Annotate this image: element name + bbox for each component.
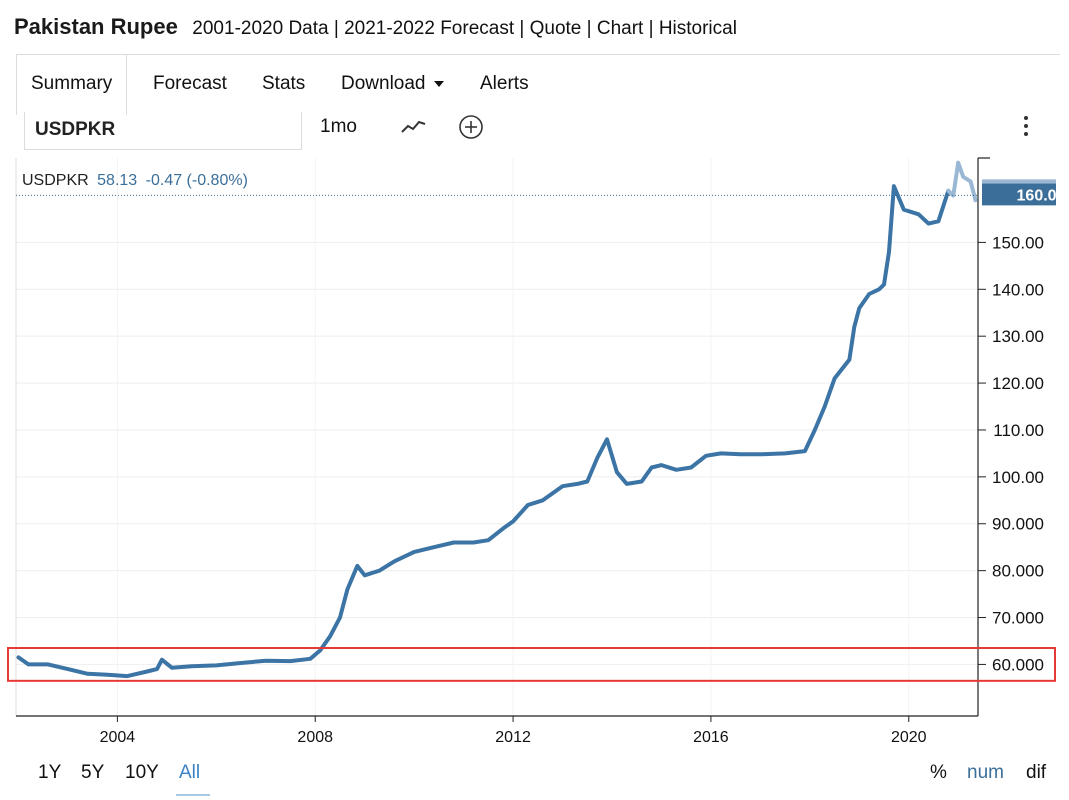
y-tick-label: 150.00: [992, 233, 1044, 252]
symbol-input[interactable]: USDPKR: [24, 112, 302, 150]
y-tick-label: 130.00: [992, 327, 1044, 346]
forecast-series-line: [946, 160, 978, 203]
price-chart: 60.000 70.000 80.000 90.000 100.00 110.00 120.…: [7, 157, 1066, 746]
plus-circle-icon[interactable]: [458, 114, 484, 145]
chart-legend: USDPKR 58.13 -0.47 (-0.80%): [22, 172, 248, 190]
legend-symbol: USDPKR: [22, 172, 89, 189]
y-tick-label: 120.00: [992, 374, 1044, 393]
chart-footer: 1Y 5Y 10Y All % num dif: [16, 748, 1060, 798]
chevron-down-icon: [433, 80, 444, 87]
line-chart-icon[interactable]: [400, 116, 428, 143]
range-all[interactable]: All: [179, 762, 201, 783]
tab-summary[interactable]: Summary: [16, 55, 128, 115]
chart-toolbar: USDPKR 1mo: [16, 112, 1060, 152]
x-tick-label: 2008: [297, 729, 333, 746]
legend-change: -0.47 (-0.80%): [145, 172, 248, 189]
last-value-badge: [982, 183, 1056, 206]
x-tick-label: 2020: [891, 729, 927, 746]
y-tick-label: 140.00: [992, 280, 1044, 299]
y-tick-label: 80.000: [992, 562, 1044, 581]
range-1y[interactable]: 1Y: [38, 762, 62, 783]
last-value-label: 160.03: [1017, 187, 1066, 204]
page-header: Pakistan Rupee 2001-2020 Data | 2021-202…: [14, 14, 737, 40]
tab-bar: Summary Forecast Stats Download Alerts: [16, 54, 1060, 115]
mode-num[interactable]: num: [967, 762, 1004, 783]
range-5y[interactable]: 5Y: [81, 762, 105, 783]
forecast-value-badge: [982, 179, 1056, 184]
legend-value: 58.13: [97, 172, 138, 189]
tab-forecast[interactable]: Forecast: [153, 73, 227, 94]
tab-stats[interactable]: Stats: [262, 73, 306, 94]
x-tick-label: 2004: [100, 729, 136, 746]
historical-series-line: [16, 184, 951, 679]
tab-download-label: Download: [341, 73, 426, 94]
y-tick-label: 70.000: [992, 609, 1044, 628]
mode-dif[interactable]: dif: [1026, 762, 1047, 783]
range-active-indicator: [176, 794, 210, 796]
y-tick-label: 110.00: [993, 421, 1044, 440]
y-tick-label: 100.00: [992, 468, 1044, 487]
x-tick-label: 2016: [693, 729, 729, 746]
y-tick-label: 90.000: [992, 515, 1044, 534]
page-title: Pakistan Rupee: [14, 14, 178, 39]
x-tick-label: 2012: [495, 729, 531, 746]
highlight-box: [7, 647, 1056, 682]
tab-alerts[interactable]: Alerts: [480, 73, 529, 94]
tab-download[interactable]: Download: [341, 55, 444, 113]
range-10y[interactable]: 10Y: [125, 762, 159, 783]
mode-percent[interactable]: %: [930, 762, 947, 783]
kebab-menu-icon[interactable]: [1024, 116, 1030, 140]
period-selector[interactable]: 1mo: [320, 116, 357, 137]
page-subtitle[interactable]: 2001-2020 Data | 2021-2022 Forecast | Qu…: [192, 18, 737, 39]
y-tick-label: 60.000: [992, 655, 1044, 674]
